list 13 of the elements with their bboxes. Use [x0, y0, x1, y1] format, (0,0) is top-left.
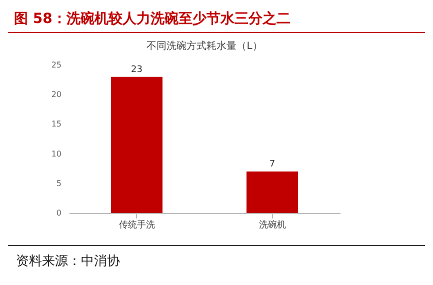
chart-subtitle: 不同洗碗方式耗水量（L） [146, 40, 262, 52]
x-tick-label: 传统手洗 [118, 220, 155, 230]
x-tick-label: 洗碗机 [258, 220, 286, 230]
y-tick-label: 25 [51, 60, 62, 70]
chart-title: 图 58：洗碗机较人力洗碗至少节水三分之二 [8, 4, 425, 33]
text: 资料来源：中消协 [8, 245, 425, 270]
data-label: 23 [131, 64, 142, 75]
y-tick-label: 0 [56, 208, 62, 218]
y-tick-label: 15 [51, 120, 62, 129]
y-tick-label: 20 [51, 90, 62, 100]
y-tick-label: 5 [56, 178, 62, 188]
data-label: 7 [269, 160, 276, 170]
y-tick-label: 10 [51, 149, 62, 158]
